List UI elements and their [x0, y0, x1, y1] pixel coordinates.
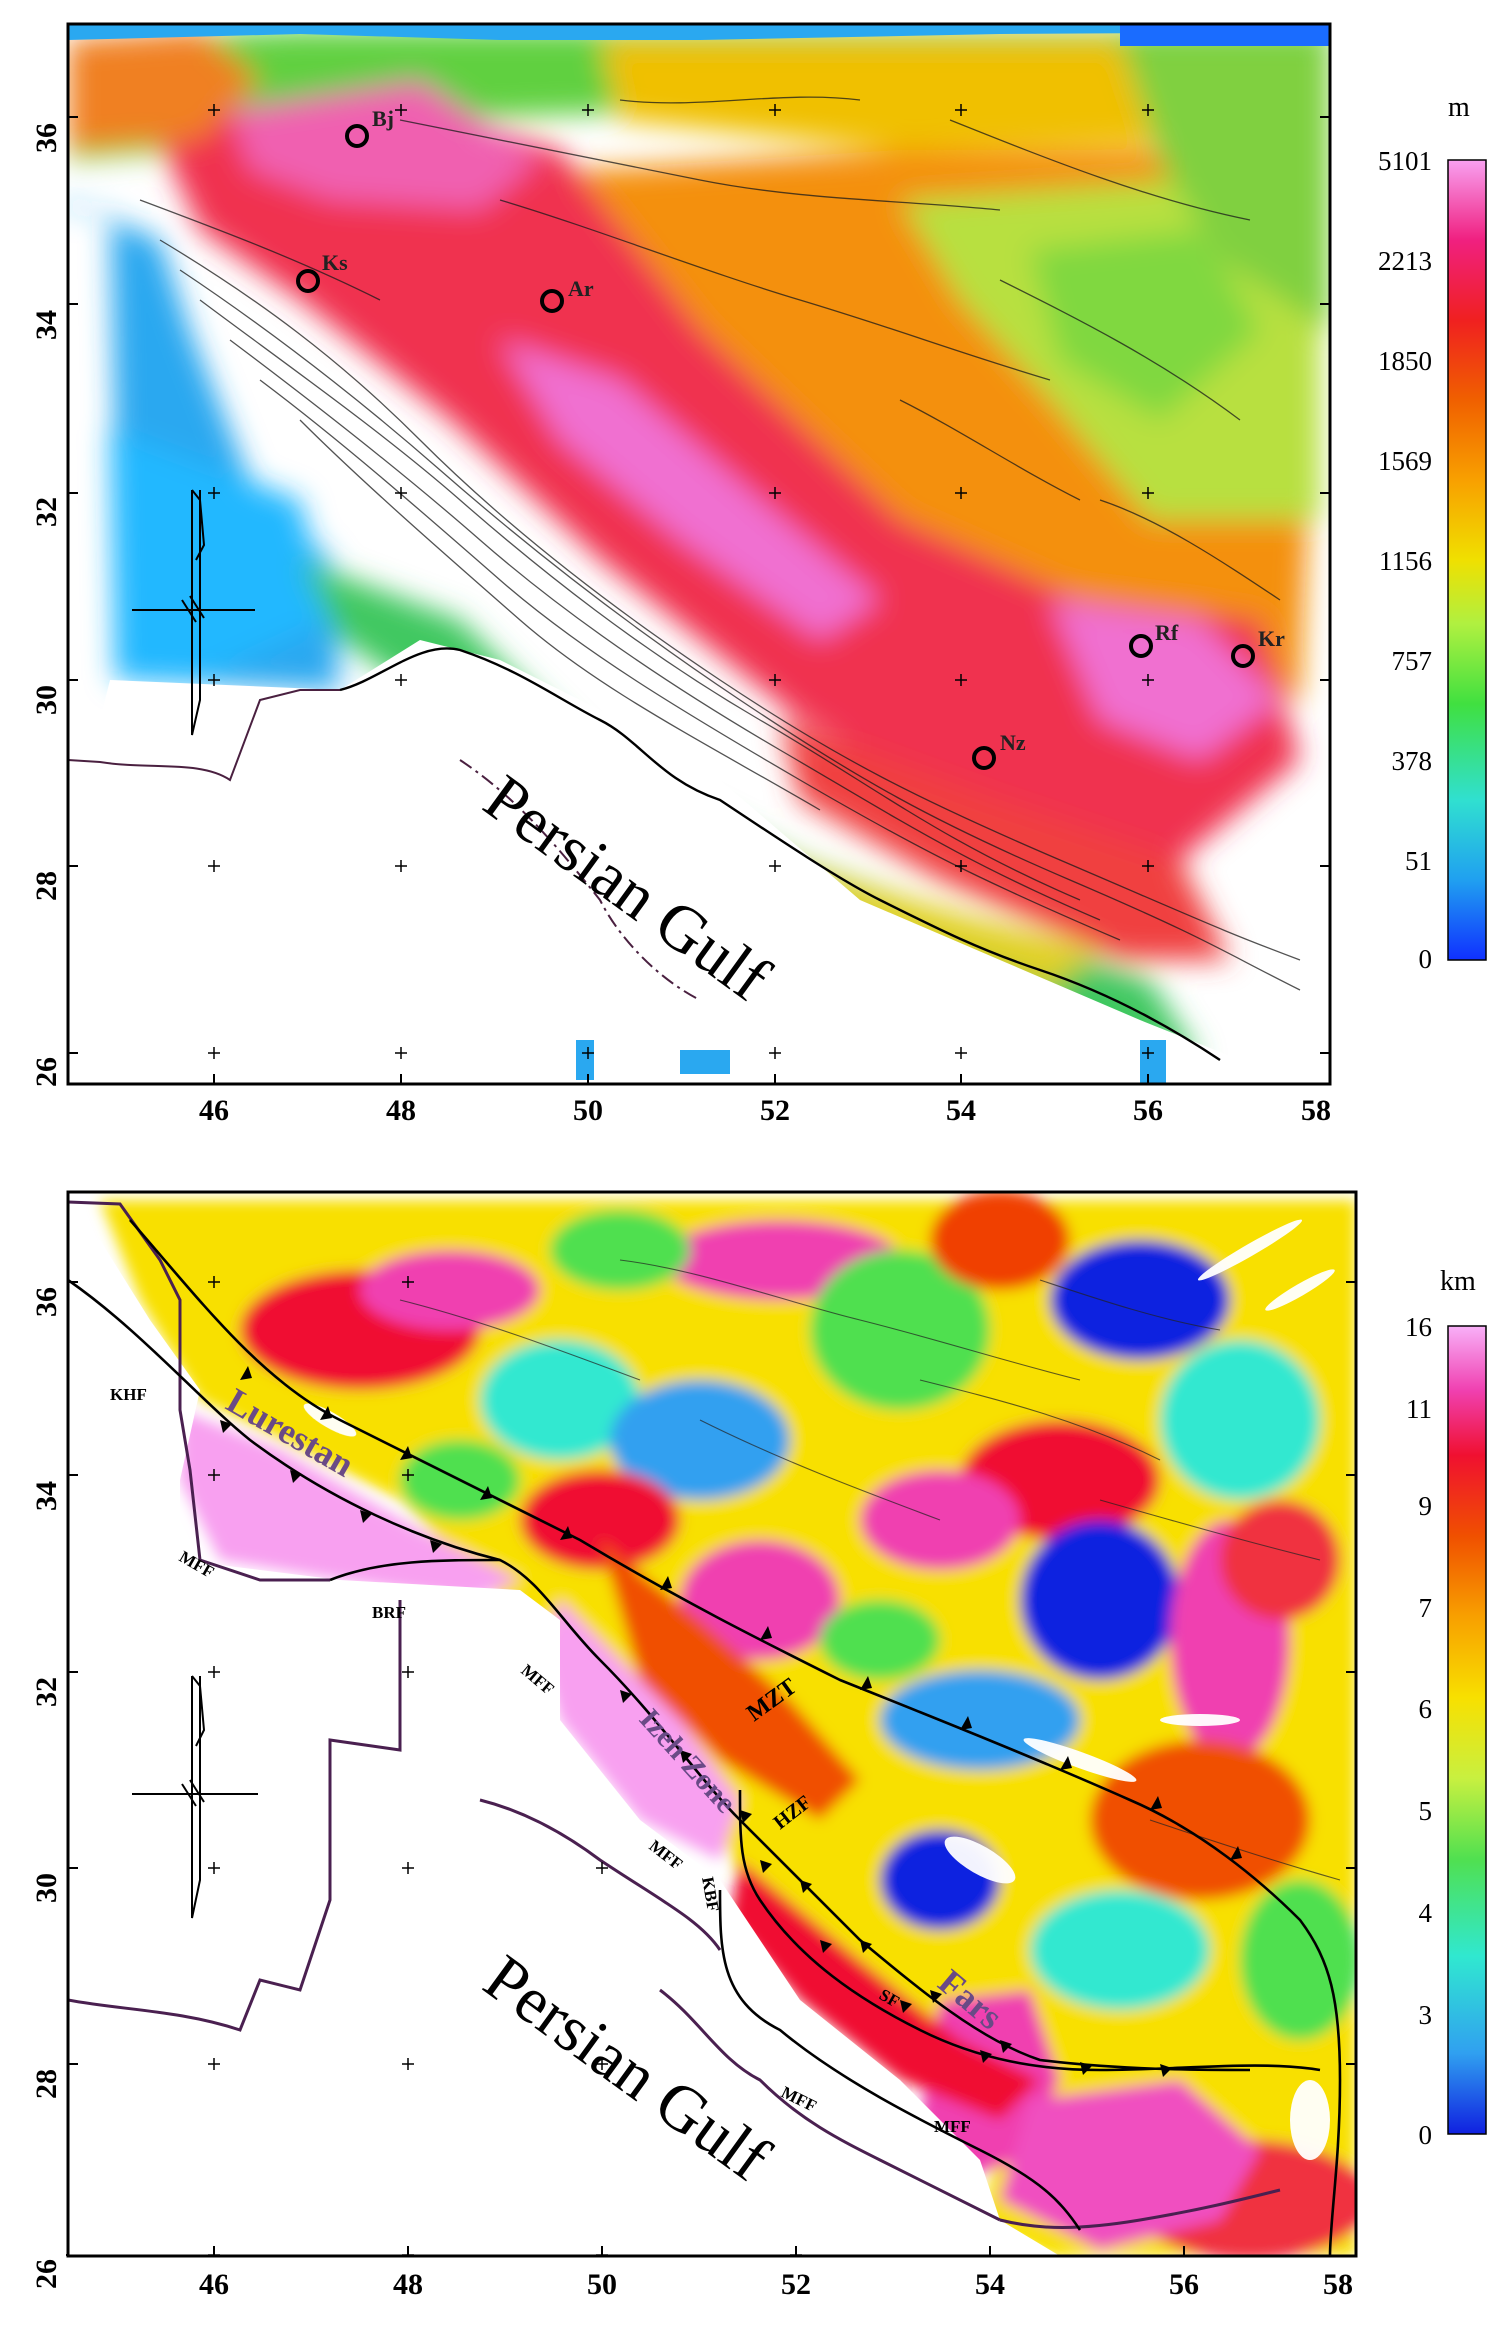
- svg-text:5101: 5101: [1378, 146, 1432, 176]
- svg-text:34: 34: [30, 310, 63, 340]
- svg-text:1850: 1850: [1378, 346, 1432, 376]
- svg-text:378: 378: [1392, 746, 1433, 776]
- station-kr-marker: [1231, 644, 1255, 668]
- svg-text:KHF: KHF: [110, 1385, 147, 1404]
- svg-text:46: 46: [199, 1094, 229, 1127]
- top-colorbar: m 5101 2213 1850 1569 1156 757 378 51 0: [1378, 92, 1487, 974]
- station-ar-label: Ar: [568, 276, 594, 301]
- top-map-frame: [66, 22, 1332, 1086]
- north-arrow-bottom-icon: [132, 1675, 258, 1919]
- svg-text:36: 36: [30, 1287, 63, 1317]
- station-markers: [296, 124, 1255, 770]
- thickness-map: KHF MFF BRF MFF MZT HZF MFF KBF SF MFF M…: [68, 1192, 1356, 2256]
- svg-text:0: 0: [1419, 2120, 1433, 2150]
- svg-text:32: 32: [30, 1677, 63, 1707]
- station-rf-label: Rf: [1155, 620, 1179, 645]
- topography-map: Bj Ks Ar Rf Kr Nz Persian Gulf: [68, 24, 1330, 1084]
- svg-text:58: 58: [1301, 1094, 1331, 1127]
- svg-text:16: 16: [1405, 1312, 1432, 1342]
- station-nz-label: Nz: [1000, 730, 1026, 755]
- svg-text:30: 30: [30, 1873, 63, 1903]
- svg-text:54: 54: [946, 1094, 976, 1127]
- bottom-x-axis: 46 48 50 52 54 56 58: [199, 2268, 1353, 2301]
- bottom-map-frame: [66, 1190, 1358, 2258]
- svg-text:28: 28: [30, 2069, 63, 2099]
- top-y-axis: 36 34 32 30 28 26: [30, 123, 63, 1087]
- station-ks-label: Ks: [322, 250, 348, 275]
- outside-coverage-area: [68, 1240, 1060, 2256]
- top-x-axis: 46 48 50 52 54 56 58: [199, 1094, 1331, 1127]
- svg-text:50: 50: [573, 1094, 603, 1127]
- svg-text:48: 48: [386, 1094, 416, 1127]
- station-ar-marker: [540, 289, 564, 313]
- station-bj-marker: [345, 124, 369, 148]
- svg-text:54: 54: [975, 2268, 1005, 2301]
- svg-text:9: 9: [1419, 1491, 1433, 1521]
- svg-text:1156: 1156: [1379, 546, 1432, 576]
- svg-text:26: 26: [30, 1057, 63, 1087]
- svg-text:36: 36: [30, 123, 63, 153]
- north-arrow-icon: [132, 489, 255, 736]
- svg-text:757: 757: [1392, 646, 1433, 676]
- svg-text:4: 4: [1419, 1898, 1433, 1928]
- fault-lines: [68, 1219, 1342, 2256]
- svg-text:58: 58: [1323, 2268, 1353, 2301]
- svg-text:28: 28: [30, 871, 63, 901]
- svg-text:BRF: BRF: [372, 1603, 406, 1622]
- station-rf-marker: [1129, 634, 1153, 658]
- svg-text:MFF: MFF: [934, 2117, 971, 2136]
- svg-text:34: 34: [30, 1481, 63, 1511]
- bottom-y-axis: 36 34 32 30 28 26: [30, 1287, 63, 2289]
- svg-text:56: 56: [1133, 1094, 1163, 1127]
- svg-text:50: 50: [587, 2268, 617, 2301]
- svg-text:46: 46: [199, 2268, 229, 2301]
- svg-text:2213: 2213: [1378, 246, 1432, 276]
- svg-text:0: 0: [1419, 944, 1433, 974]
- top-colorbar-unit: m: [1448, 92, 1470, 123]
- svg-text:48: 48: [393, 2268, 423, 2301]
- persian-gulf-area: [68, 640, 1330, 1084]
- svg-text:52: 52: [781, 2268, 811, 2301]
- svg-text:51: 51: [1405, 846, 1432, 876]
- bottom-colorbar: km 16 11 9 7 6 5 4 3 0: [1405, 1266, 1487, 2150]
- station-ks-marker: [296, 269, 320, 293]
- station-nz-marker: [972, 746, 996, 770]
- svg-text:5: 5: [1419, 1796, 1433, 1826]
- svg-text:7: 7: [1419, 1593, 1433, 1623]
- svg-text:56: 56: [1169, 2268, 1199, 2301]
- svg-text:52: 52: [760, 1094, 790, 1127]
- station-kr-label: Kr: [1258, 626, 1285, 651]
- grid-crosses: [208, 104, 1154, 1059]
- svg-text:11: 11: [1406, 1394, 1432, 1424]
- bottom-colorbar-unit: km: [1440, 1266, 1476, 1297]
- svg-text:32: 32: [30, 497, 63, 527]
- svg-text:26: 26: [30, 2259, 63, 2289]
- svg-text:6: 6: [1419, 1694, 1433, 1724]
- svg-text:30: 30: [30, 685, 63, 715]
- svg-text:1569: 1569: [1378, 446, 1432, 476]
- station-bj-label: Bj: [372, 106, 394, 131]
- svg-text:3: 3: [1419, 2000, 1433, 2030]
